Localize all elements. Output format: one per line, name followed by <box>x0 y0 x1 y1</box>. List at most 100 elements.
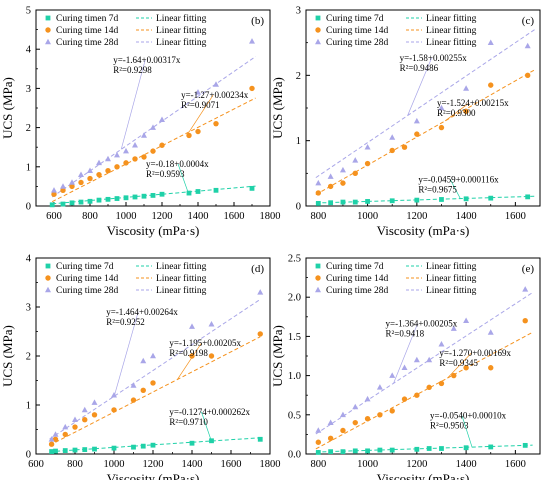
fit-line-d28 <box>315 28 536 179</box>
data-point <box>488 444 494 450</box>
data-point <box>150 193 156 198</box>
fit-line-d28 <box>315 292 533 435</box>
y-axis-title: UCS (MPa) <box>0 325 15 387</box>
y-tick-label: 4 <box>26 254 32 265</box>
equation-leader <box>188 95 214 133</box>
data-point <box>315 450 321 455</box>
data-point <box>114 164 120 170</box>
data-point <box>159 142 165 148</box>
data-point <box>522 442 528 448</box>
data-point <box>150 352 156 359</box>
data-point <box>488 195 494 201</box>
legend-label-d7: Curing timen 7d <box>56 14 119 24</box>
equation-leader <box>447 352 472 379</box>
equation-leader <box>461 415 473 448</box>
data-point <box>159 191 165 197</box>
equation-leader <box>113 311 139 397</box>
data-point <box>438 104 445 111</box>
data-point <box>186 190 192 196</box>
legend: Curing time 7d Linear fitting Curing time … <box>315 261 477 296</box>
data-point <box>328 449 334 455</box>
data-point <box>414 392 420 398</box>
data-point <box>52 436 59 442</box>
data-point <box>150 442 156 448</box>
series-d14 <box>315 72 531 196</box>
equation-leader <box>450 179 461 199</box>
data-point <box>389 134 396 140</box>
y-tick-label: 2 <box>296 71 301 82</box>
data-point <box>130 382 137 388</box>
chart-panel-2: 800 1000 1200 1400 1600 0 1 2 3 Viscosity (mPa·s)… <box>270 6 541 238</box>
data-point <box>72 416 78 422</box>
data-point <box>352 448 358 454</box>
data-point <box>524 72 531 79</box>
legend-label-d28: Curing time 28d <box>56 38 119 48</box>
legend-marker-d14 <box>315 27 321 33</box>
data-point <box>438 380 445 387</box>
legend-fit-label-d7: Linear fitting <box>426 13 477 24</box>
data-point <box>389 198 395 204</box>
data-point <box>213 81 219 87</box>
x-tick-label: 1400 <box>182 459 203 470</box>
data-point <box>426 384 432 391</box>
r-squared-label: R²=0.9710 <box>169 417 208 427</box>
data-point <box>87 175 93 182</box>
series-d14 <box>51 85 255 197</box>
data-point <box>257 331 263 337</box>
series-d7 <box>49 185 255 208</box>
data-point <box>195 89 201 95</box>
r-squared-label: R²=0.9198 <box>169 348 208 358</box>
legend-label-d14: Curing time 14d <box>56 26 119 36</box>
data-point <box>450 325 457 331</box>
legend-fit-label-d7: Linear fitting <box>426 261 477 272</box>
data-point <box>189 440 195 446</box>
data-point <box>150 148 156 154</box>
data-point <box>96 171 102 178</box>
data-point <box>186 132 192 139</box>
fit-lines <box>49 298 261 453</box>
data-point <box>78 199 84 205</box>
y-tick-label: 1.5 <box>288 332 301 343</box>
legend-label-d28: Curing time 28d <box>326 286 389 296</box>
legend-label-d28: Curing time 28d <box>56 286 119 296</box>
legend-marker-d14 <box>315 275 321 281</box>
x-tick-label: 600 <box>46 211 62 222</box>
data-point <box>69 200 75 206</box>
data-point <box>123 147 129 154</box>
data-point <box>82 417 88 423</box>
data-point <box>49 202 55 208</box>
data-point <box>114 151 120 158</box>
legend-label-d14: Curing time 14d <box>56 274 119 284</box>
data-point <box>72 424 78 430</box>
data-point <box>195 189 201 194</box>
data-point <box>150 124 156 130</box>
data-point <box>522 286 529 292</box>
x-tick-label: 600 <box>28 459 44 470</box>
x-tick-label: 1600 <box>505 211 526 222</box>
data-point <box>105 196 111 202</box>
x-axis-title: Viscosity (mPa·s) <box>107 471 200 480</box>
legend-marker-d7 <box>45 263 51 269</box>
equation-label: y=-1.464+0.00264x <box>106 307 178 317</box>
legend-fit-label-d28: Linear fitting <box>426 285 477 296</box>
legend: Curing time 7d Linear fitting Curing time … <box>45 261 207 296</box>
fit-lines <box>315 28 536 204</box>
data-point <box>48 436 55 442</box>
series-d28 <box>315 39 531 186</box>
series-d7 <box>315 194 531 206</box>
legend-fit-label-d7: Linear fitting <box>156 13 207 24</box>
fit-line-d14 <box>315 331 533 450</box>
data-point <box>72 447 78 453</box>
x-tick-label: 1800 <box>260 459 281 470</box>
equation-leader <box>444 102 470 122</box>
r-squared-label: R²=0.9300 <box>437 108 476 118</box>
r-squared-label: R²=0.9252 <box>106 317 145 327</box>
equation-label: y=-0.1274+0.000262x <box>169 407 250 417</box>
data-point <box>131 444 136 450</box>
y-tick-label: 1 <box>26 401 31 412</box>
data-point <box>365 448 370 454</box>
legend-fit-label-d7: Linear fitting <box>156 261 207 272</box>
y-tick-label: 2 <box>26 123 31 134</box>
data-point <box>463 317 470 324</box>
y-tick-label: 3 <box>296 6 301 17</box>
